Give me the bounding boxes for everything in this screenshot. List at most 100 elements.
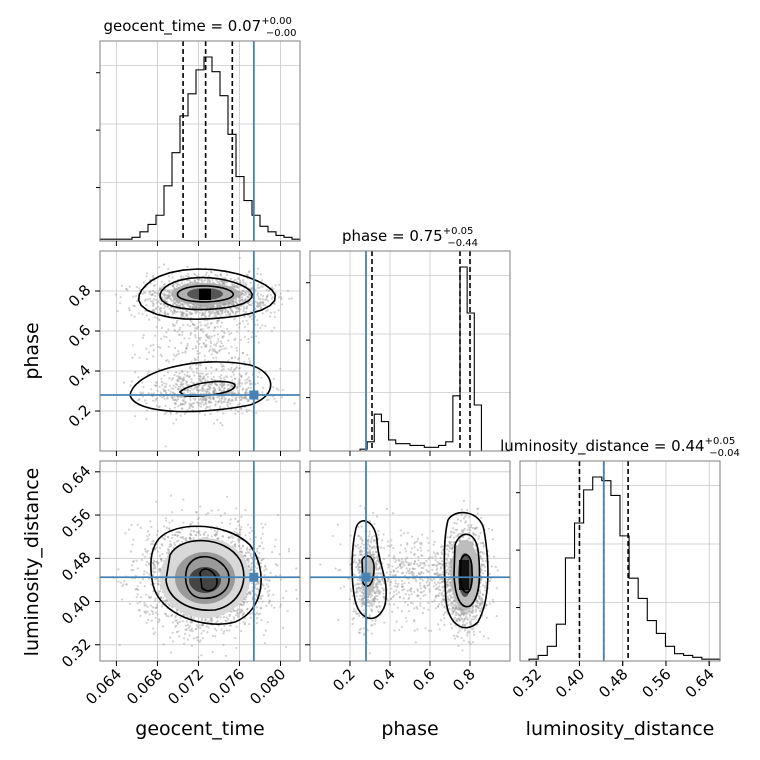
sample-point (208, 280, 211, 283)
sample-point (202, 342, 205, 345)
sample-point (182, 395, 185, 398)
sample-point (176, 353, 179, 356)
sample-point (256, 302, 259, 305)
sample-point (248, 270, 251, 273)
sample-point (143, 585, 146, 588)
sample-point (275, 400, 278, 403)
sample-point (154, 597, 157, 600)
sample-point (227, 368, 230, 371)
sample-point (223, 387, 226, 390)
sample-point (136, 523, 139, 526)
sample-point (214, 403, 217, 406)
sample-point (189, 396, 192, 399)
sample-point (188, 407, 191, 410)
sample-point (183, 637, 186, 640)
sample-point (165, 526, 168, 529)
sample-point (234, 337, 237, 340)
sample-point (273, 326, 276, 329)
sample-point (174, 282, 178, 285)
sample-point (237, 391, 240, 395)
sample-point (238, 366, 241, 370)
sample-point (220, 377, 223, 380)
sample-point (210, 383, 213, 386)
sample-point (256, 382, 259, 385)
sample-point (193, 280, 196, 283)
sample-point (223, 332, 226, 335)
sample-point (240, 398, 243, 401)
sample-point (235, 614, 238, 617)
sample-point (234, 278, 237, 281)
sample-point (196, 356, 200, 359)
sample-point (145, 593, 148, 596)
sample-point (244, 291, 247, 294)
sample-point (225, 274, 229, 277)
sample-point (247, 341, 250, 344)
sample-point (259, 300, 262, 303)
sample-point (204, 407, 207, 410)
sample-point (222, 643, 225, 647)
sample-point (181, 333, 184, 336)
sample-point (116, 310, 119, 313)
sample-point (265, 298, 268, 301)
sample-point (135, 559, 138, 562)
sample-point (245, 283, 248, 286)
sample-point (169, 651, 173, 654)
sample-point (200, 398, 203, 401)
sample-point (207, 336, 210, 340)
sample-point (257, 545, 261, 548)
sample-point (210, 617, 213, 620)
sample-point (205, 335, 208, 338)
sample-point (211, 348, 214, 351)
sample-point (223, 630, 226, 633)
sample-point (264, 523, 267, 526)
sample-point (158, 308, 161, 311)
sample-point (192, 637, 195, 640)
sample-point (246, 400, 249, 403)
sample-point (206, 279, 210, 282)
sample-point (222, 389, 225, 392)
sample-point (226, 328, 229, 331)
sample-point (194, 347, 198, 350)
sample-point (247, 386, 250, 389)
sample-point (114, 293, 117, 296)
sample-point (147, 537, 150, 540)
sample-point (161, 625, 165, 628)
sample-point (138, 398, 141, 401)
sample-point (223, 387, 226, 390)
sample-point (191, 323, 194, 326)
sample-point (213, 350, 216, 353)
panel-grid (100, 41, 300, 241)
sample-point (206, 333, 209, 336)
sample-point (164, 385, 167, 388)
sample-point (279, 603, 283, 606)
sample-point (237, 544, 240, 547)
sample-point (168, 295, 171, 298)
sample-point (255, 606, 258, 609)
sample-point (206, 375, 209, 378)
sample-point (217, 311, 220, 314)
sample-point (231, 310, 234, 313)
sample-point (165, 331, 168, 334)
sample-point (184, 537, 188, 540)
sample-point (191, 521, 194, 524)
sample-point (213, 348, 216, 351)
sample-point (155, 298, 158, 301)
sample-point (216, 321, 219, 325)
sample-point (257, 305, 260, 308)
sample-point (199, 389, 202, 392)
sample-point (204, 345, 207, 348)
sample-point (172, 640, 175, 643)
sample-point (256, 283, 260, 286)
sample-point (263, 642, 266, 645)
sample-point (216, 309, 219, 312)
sample-point (184, 400, 187, 403)
sample-point (176, 303, 179, 306)
sample-point (142, 336, 145, 339)
sample-point (131, 543, 134, 546)
sample-point (136, 585, 139, 588)
sample-point (146, 298, 150, 301)
sample-point (145, 417, 148, 420)
sample-point (236, 277, 240, 280)
sample-point (173, 309, 176, 312)
sample-point (206, 390, 209, 393)
